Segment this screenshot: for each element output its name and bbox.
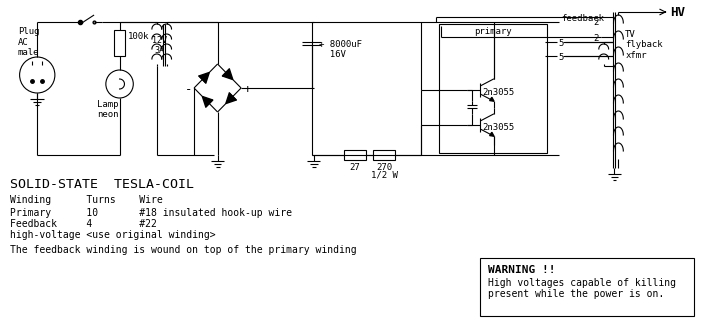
Bar [373, 150, 395, 160]
Text: Lamp
neon: Lamp neon [97, 100, 118, 119]
Text: primary: primary [474, 27, 512, 36]
Text: High voltages capable of killing: High voltages capable of killing [488, 278, 676, 288]
Text: 2: 2 [593, 18, 599, 27]
Text: +: + [243, 84, 251, 96]
Polygon shape [490, 132, 494, 136]
Text: 100k: 100k [127, 32, 149, 41]
Polygon shape [226, 93, 236, 104]
Text: feedback: feedback [562, 14, 604, 23]
Bar [113, 30, 126, 56]
Text: present while the power is on.: present while the power is on. [488, 289, 664, 299]
Text: Primary      10       #18 insulated hook-up wire: Primary 10 #18 insulated hook-up wire [10, 208, 292, 218]
Text: 27: 27 [349, 163, 360, 172]
Text: HV: HV [670, 7, 685, 19]
Text: Plug
AC
male: Plug AC male [17, 27, 39, 57]
Text: The feedback winding is wound on top of the primary winding: The feedback winding is wound on top of … [10, 245, 357, 255]
Text: TV
flyback
xfmr: TV flyback xfmr [625, 30, 663, 60]
Text: + 8000uF
  16V: + 8000uF 16V [320, 40, 362, 60]
Text: -: - [185, 84, 192, 96]
Polygon shape [199, 72, 209, 83]
Polygon shape [490, 97, 494, 101]
Bar [480, 258, 694, 316]
Text: 12V
3A: 12V 3A [152, 36, 168, 55]
Polygon shape [222, 69, 232, 80]
Polygon shape [202, 96, 213, 107]
Text: 270: 270 [376, 163, 392, 172]
Text: 1/2 W: 1/2 W [370, 171, 398, 180]
Text: SOLID-STATE  TESLA-COIL: SOLID-STATE TESLA-COIL [10, 178, 193, 191]
Text: Feedback     4        #22: Feedback 4 #22 [10, 219, 157, 229]
Text: 5: 5 [559, 39, 564, 48]
Text: high-voltage <use original winding>: high-voltage <use original winding> [10, 230, 215, 240]
Bar [344, 150, 365, 160]
Bar [439, 24, 547, 153]
Text: WARNING !!: WARNING !! [488, 265, 555, 275]
Text: 2: 2 [593, 34, 599, 43]
Text: 5: 5 [559, 54, 564, 63]
Text: 2n3055: 2n3055 [482, 123, 515, 132]
Text: Winding      Turns    Wire: Winding Turns Wire [10, 195, 162, 205]
Text: 2n3055: 2n3055 [482, 88, 515, 97]
